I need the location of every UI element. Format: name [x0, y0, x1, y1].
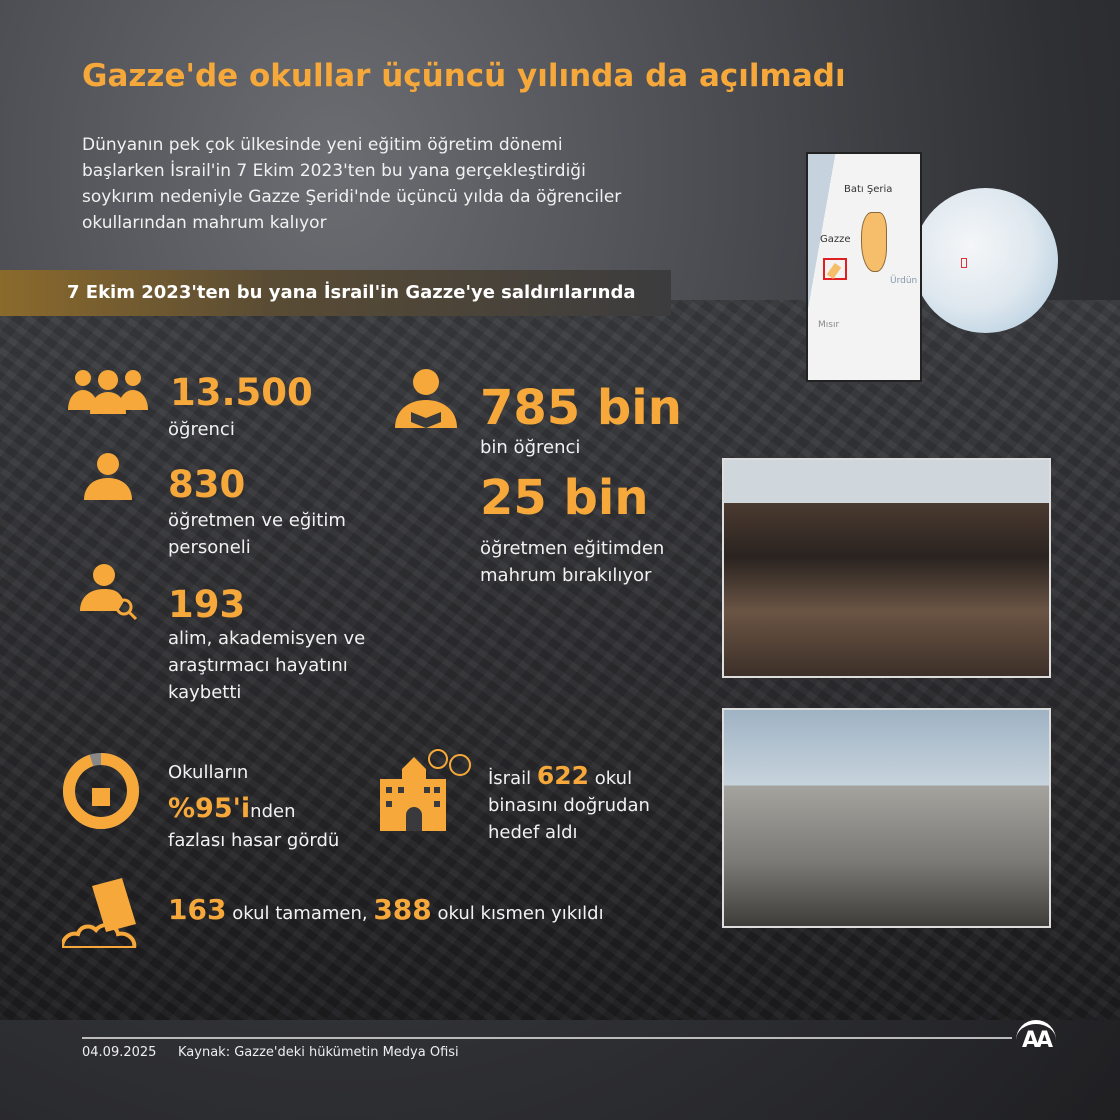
map-inset: Batı Şeria Gazze Ürdün Mısır	[806, 152, 922, 382]
label-west-bank: Batı Şeria	[844, 184, 893, 195]
teachers-deprived-label: öğretmen eğitimden mahrum bırakılıyor	[480, 538, 665, 586]
damaged-post: fazlası hasar gördü	[168, 830, 340, 851]
scholars-killed-value: 193	[168, 583, 246, 626]
damaged-pre: Okulların	[168, 762, 249, 783]
researcher-magnifier-icon	[80, 563, 138, 621]
label-egypt: Mısır	[818, 320, 840, 330]
donut-arc	[63, 753, 139, 829]
destroyed-text-1: okul tamamen,	[232, 903, 368, 924]
destroyed-value-1: 163	[168, 893, 227, 926]
targeted-pre: İsrail	[488, 768, 532, 789]
footer-divider	[82, 1037, 1012, 1039]
west-bank-shape	[861, 212, 887, 272]
gaza-marker	[823, 258, 847, 280]
targeted-mid: okul	[594, 768, 633, 789]
teachers-deprived-value: 25 bin	[480, 470, 649, 526]
student-reading-icon	[393, 368, 459, 428]
page-title: Gazze'de okullar üçüncü yılında da açılm…	[82, 58, 846, 94]
damaged-line: %95'inden	[168, 795, 295, 822]
intro-text: Dünyanın pek çok ülkesinde yeni eğitim ö…	[82, 135, 622, 233]
destroyed-value-2: 388	[373, 893, 432, 926]
damaged-suffix: nden	[250, 801, 296, 822]
person-tie-icon	[84, 452, 132, 500]
students-deprived-value: 785 bin	[480, 380, 682, 436]
footer-date: 04.09.2025	[82, 1045, 157, 1060]
destroyed-school-photo-1	[722, 458, 1051, 678]
section-banner: 7 Ekim 2023'ten bu yana İsrail'in Gazze'…	[0, 270, 671, 316]
targeted-post: binasını doğrudan hedef aldı	[488, 795, 650, 843]
aa-logo: AA	[1016, 1020, 1056, 1056]
label-jordan: Ürdün	[890, 276, 918, 286]
teachers-killed-value: 830	[168, 463, 246, 506]
targeted-value: 622	[536, 761, 590, 790]
students-deprived-label: bin öğrenci	[480, 437, 581, 458]
students-killed-label: öğrenci	[168, 419, 235, 440]
bombed-school-icon	[376, 745, 476, 831]
collapsed-building-icon	[62, 878, 154, 948]
footer-source: Kaynak: Gazze'deki hükümetin Medya Ofisi	[178, 1045, 459, 1060]
teachers-killed-label: öğretmen ve eğitim personeli	[168, 510, 346, 558]
destroyed-text-2: okul kısmen yıkıldı	[437, 903, 604, 924]
banner-text: 7 Ekim 2023'ten bu yana İsrail'in Gazze'…	[67, 282, 636, 303]
people-group-icon	[68, 368, 148, 414]
label-gaza: Gazze	[820, 234, 851, 245]
damaged-school-donut-icon	[62, 752, 140, 834]
damaged-value: %95'i	[168, 793, 251, 824]
targeted-text: İsrail 622 okul binasını doğrudan hedef a…	[488, 763, 688, 846]
destroyed-school-photo-2	[722, 708, 1051, 928]
globe	[913, 188, 1058, 333]
globe-location-marker	[961, 258, 967, 268]
students-killed-value: 13.500	[170, 371, 313, 414]
scholars-killed-label: alim, akademisyen ve araştırmacı hayatın…	[168, 628, 366, 703]
destroyed-text: 163 okul tamamen, 388 okul kısmen yıkıld…	[168, 893, 604, 926]
